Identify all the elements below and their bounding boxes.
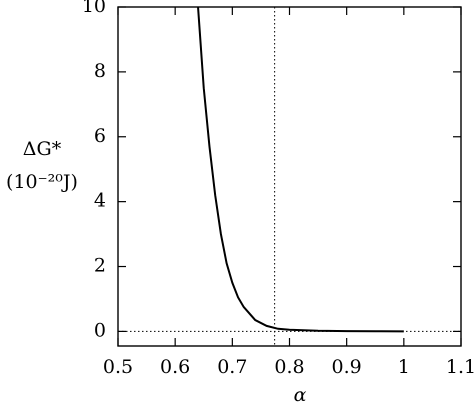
y-axis-label: (10⁻²⁰J) (6, 171, 78, 193)
y-tick-label: 2 (94, 255, 106, 277)
x-tick-label: 0.9 (332, 356, 362, 378)
y-tick-label: 4 (94, 190, 106, 212)
data-line (197, 6, 404, 333)
x-axis-label: α (294, 384, 307, 406)
x-tick-label: 0.8 (274, 356, 304, 378)
x-tick-label: 1.1 (446, 356, 474, 378)
y-tick-label: 0 (94, 319, 106, 341)
x-tick-label: 0.6 (160, 356, 190, 378)
x-tick-label: 1 (398, 356, 410, 378)
y-tick-label: 8 (94, 60, 106, 82)
x-tick-label: 0.7 (217, 356, 247, 378)
x-tick-label: 0.5 (103, 356, 133, 378)
plot-frame (117, 6, 462, 347)
y-tick-label: 10 (82, 0, 106, 17)
y-tick-label: 6 (94, 125, 106, 147)
y-axis-label: ΔG* (23, 138, 62, 160)
